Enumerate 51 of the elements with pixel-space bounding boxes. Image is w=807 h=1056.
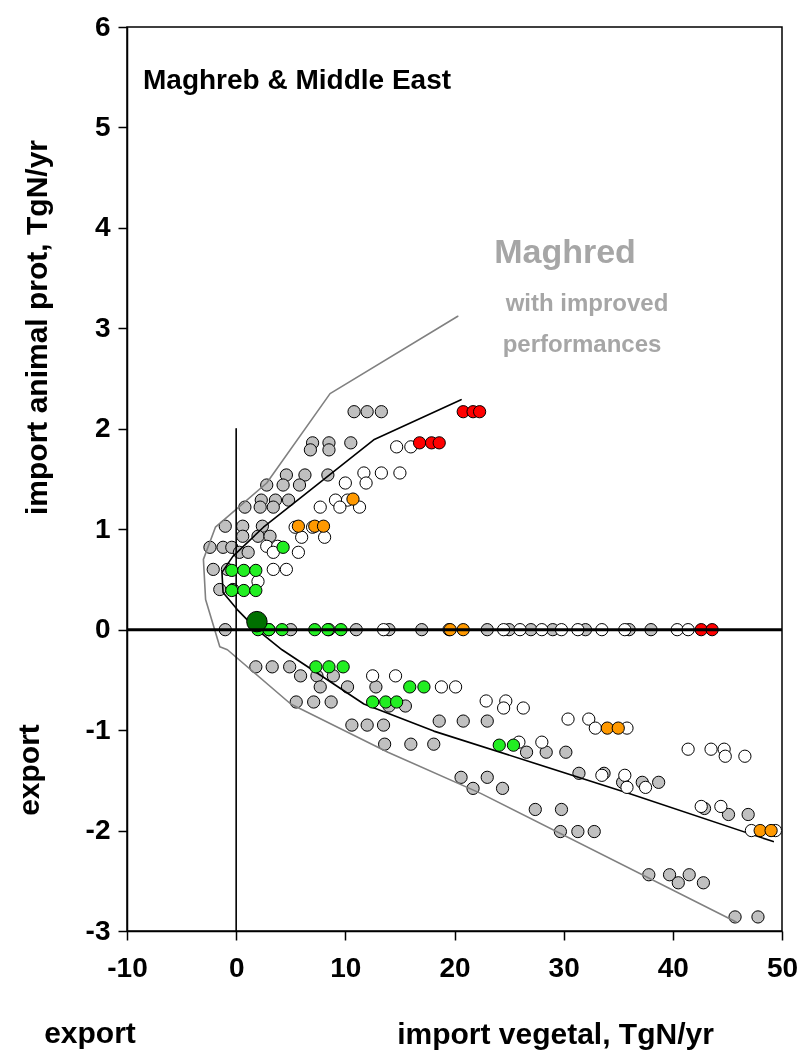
y-tick-label: -2 [85,814,111,846]
point [472,405,487,419]
point [309,660,323,674]
y-tick-label: 3 [94,311,111,343]
x-axis-title: import vegetal, TgN/yr [397,1016,715,1050]
point [506,738,521,752]
x-tick-label: 20 [439,951,471,983]
x-tick-label: 10 [330,951,362,983]
point [225,563,239,578]
annotation: with improved [504,289,669,316]
point [764,823,778,838]
point [336,660,350,674]
y-tick-label: 0 [94,613,111,645]
y-tick-label: -3 [85,914,111,946]
text: export [44,1016,136,1049]
point [390,695,404,709]
annotation: performances [502,330,662,357]
point [753,823,767,838]
point [403,680,417,694]
y-tick-label: 4 [94,211,111,243]
x-tick-label: 40 [657,951,689,983]
x-tick-label: -10 [107,951,148,983]
point [611,721,625,735]
y-axis-title: import animal prot, TgN/yr [19,139,53,516]
point [379,695,393,709]
text: Maghreb & Middle East [143,64,452,95]
point [432,436,446,450]
point [600,721,614,735]
x-tick-label: 0 [228,951,245,983]
point [249,563,263,578]
y-tick-label: 6 [94,10,111,42]
point [276,540,290,554]
point [346,492,360,506]
point [316,519,331,533]
x-tick-label: 30 [548,951,580,983]
point [366,695,380,709]
y-tick-label: 1 [94,512,111,544]
x-tick-label: 50 [766,951,799,983]
point [237,563,251,578]
y-tick-label: 2 [94,412,111,444]
point [237,583,251,598]
point [249,583,263,598]
y-tick-label: 5 [94,110,111,142]
annotation: Maghred [494,232,636,270]
point [412,436,427,450]
point [417,680,431,694]
y-tick-label: -1 [85,713,111,745]
point [492,738,506,752]
point [291,519,306,533]
point [322,660,336,674]
text: export [12,724,45,816]
